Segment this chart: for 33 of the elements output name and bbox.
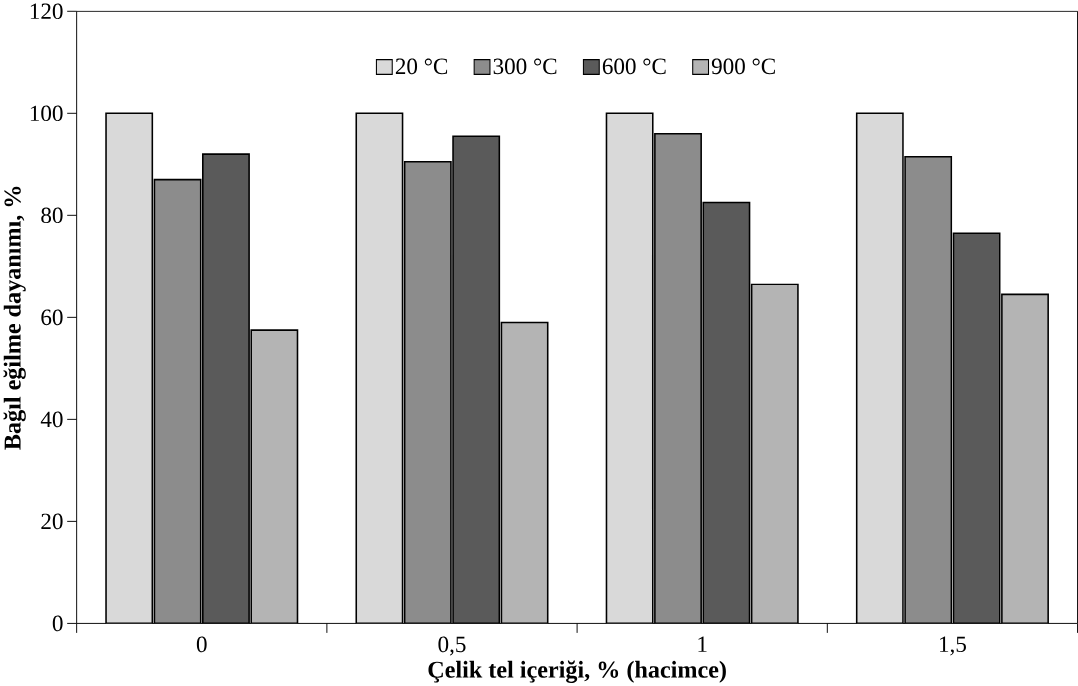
- x-tick-label: 1: [698, 636, 707, 652]
- bar: [750, 283, 799, 624]
- bar: [855, 112, 904, 624]
- x-tick-label: 1,5: [940, 636, 966, 656]
- bar: [605, 112, 654, 624]
- bar: [904, 155, 953, 624]
- bar: [501, 322, 548, 624]
- bar: [1001, 293, 1049, 624]
- y-tick-label: 0: [52, 615, 63, 631]
- bar: [202, 153, 250, 624]
- legend-label: 600 °C: [602, 58, 666, 74]
- bar: [356, 113, 403, 624]
- y-tick-label: 60: [41, 309, 63, 325]
- x-tick-label: 0,5: [438, 636, 466, 656]
- bar: [654, 132, 702, 624]
- y-tick-label: 80: [41, 207, 63, 223]
- y-tick-label: 40: [40, 411, 63, 427]
- bar: [453, 136, 500, 624]
- bar: [702, 201, 751, 624]
- bar: [250, 329, 299, 624]
- bar: [952, 232, 1001, 624]
- legend-label: 20 °C: [395, 58, 448, 74]
- y-tick-label: 20: [41, 513, 63, 529]
- y-tick-label: 120: [30, 3, 63, 19]
- legend-label: 300 °C: [493, 58, 557, 74]
- bar: [153, 178, 202, 624]
- bar: [105, 112, 154, 624]
- y-tick-label: 100: [30, 105, 63, 121]
- y-axis-title: Bağıl eğilme dayanımı, %: [3, 186, 26, 450]
- x-tick-label: 0: [196, 636, 207, 652]
- legend-label: 900 °C: [711, 58, 775, 74]
- x-axis-title: Çelik tel içeriği, % (hacimce): [428, 660, 726, 683]
- bar: [404, 161, 451, 624]
